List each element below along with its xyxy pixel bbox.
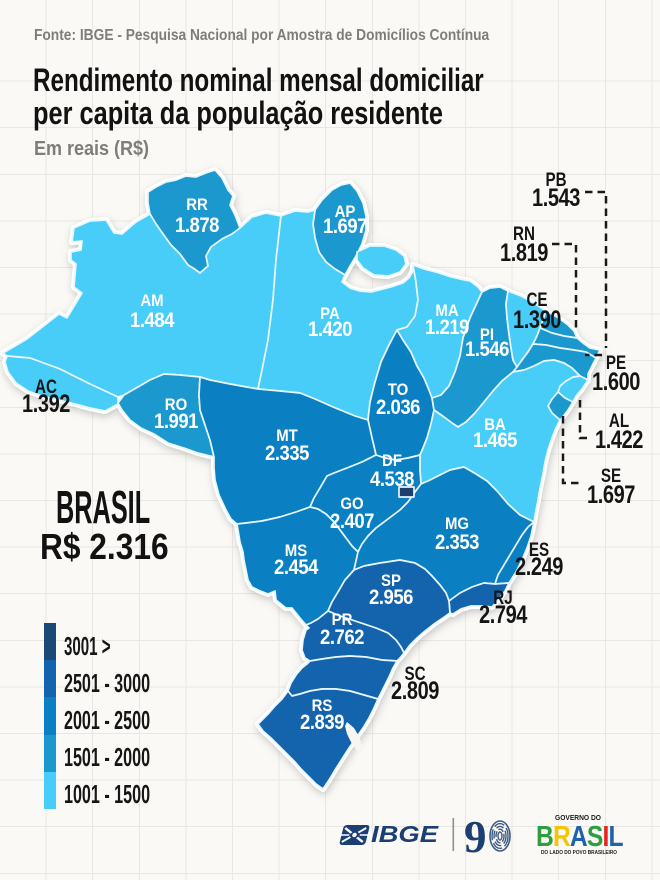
- svg-text:2.839: 2.839: [300, 711, 344, 734]
- svg-text:RR: RR: [186, 196, 208, 214]
- svg-text:BRASIL: BRASIL: [536, 820, 623, 852]
- svg-text:PB: PB: [545, 168, 566, 190]
- svg-text:2.353: 2.353: [435, 531, 479, 554]
- svg-text:1.219: 1.219: [425, 316, 469, 339]
- svg-text:AL: AL: [609, 409, 629, 431]
- svg-text:SP: SP: [381, 572, 401, 590]
- svg-text:GO: GO: [340, 495, 363, 513]
- svg-text:PA: PA: [320, 305, 340, 323]
- svg-text:TO: TO: [388, 381, 408, 399]
- svg-text:2.956: 2.956: [369, 586, 413, 609]
- svg-text:9: 9: [464, 812, 487, 862]
- svg-text:1.392: 1.392: [22, 390, 70, 418]
- svg-text:1.465: 1.465: [473, 429, 517, 452]
- svg-text:RO: RO: [165, 396, 187, 414]
- svg-text:2.762: 2.762: [320, 626, 364, 649]
- svg-text:1.878: 1.878: [175, 214, 219, 237]
- svg-text:1.546: 1.546: [465, 338, 509, 361]
- svg-text:1.697: 1.697: [323, 215, 367, 238]
- svg-text:MA: MA: [435, 302, 459, 320]
- svg-text:DO LADO DO POVO BRASILEIRO: DO LADO DO POVO BRASILEIRO: [541, 850, 617, 856]
- svg-text:1.600: 1.600: [592, 368, 640, 396]
- svg-text:SE: SE: [601, 464, 621, 486]
- svg-text:1.819: 1.819: [500, 239, 548, 267]
- svg-text:AM: AM: [140, 292, 163, 310]
- svg-text:1.422: 1.422: [595, 426, 643, 454]
- svg-text:RS: RS: [312, 697, 333, 715]
- svg-text:2.036: 2.036: [376, 396, 420, 419]
- svg-text:DF: DF: [382, 452, 402, 470]
- svg-text:RJ: RJ: [493, 586, 512, 608]
- svg-text:1.991: 1.991: [154, 410, 198, 433]
- svg-text:PE: PE: [606, 351, 626, 373]
- svg-text:4.538: 4.538: [370, 468, 414, 491]
- svg-text:IBGE: IBGE: [371, 821, 440, 847]
- svg-text:1.390: 1.390: [513, 306, 561, 334]
- svg-text:1.484: 1.484: [130, 309, 174, 332]
- svg-text:2.454: 2.454: [274, 556, 318, 579]
- svg-text:PR: PR: [332, 611, 353, 629]
- svg-text:MS: MS: [285, 542, 308, 560]
- svg-text:RN: RN: [513, 222, 535, 244]
- svg-text:AP: AP: [335, 203, 356, 221]
- svg-text:2.809: 2.809: [391, 677, 439, 705]
- svg-text:GOVERNO DO: GOVERNO DO: [555, 813, 601, 822]
- svg-text:MG: MG: [445, 515, 469, 533]
- svg-text:2.794: 2.794: [479, 601, 528, 629]
- svg-text:MT: MT: [276, 427, 298, 445]
- svg-text:AC: AC: [35, 375, 57, 397]
- svg-text:1.697: 1.697: [587, 481, 635, 509]
- svg-text:2.249: 2.249: [515, 553, 563, 581]
- svg-text:BA: BA: [484, 416, 506, 434]
- svg-text:1.420: 1.420: [308, 318, 352, 341]
- svg-text:2.335: 2.335: [265, 442, 309, 465]
- svg-text:PI: PI: [480, 326, 494, 344]
- svg-text:1.543: 1.543: [532, 184, 580, 212]
- svg-text:CE: CE: [526, 288, 547, 310]
- svg-text:SC: SC: [404, 662, 425, 684]
- svg-text:ES: ES: [529, 538, 549, 560]
- svg-text:2.407: 2.407: [330, 510, 374, 533]
